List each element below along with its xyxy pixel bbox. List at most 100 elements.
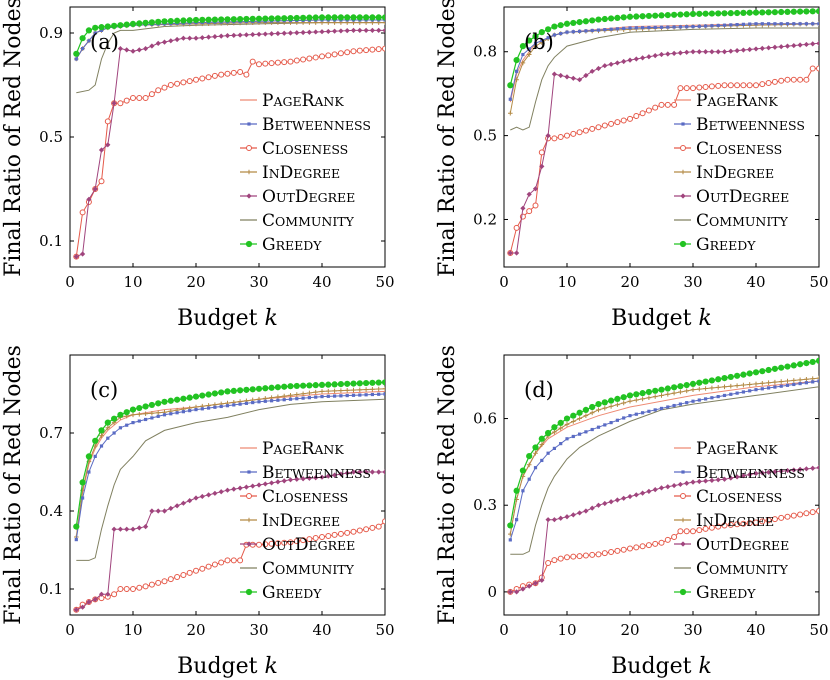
point-greedy <box>136 404 143 412</box>
point-outdegree <box>784 467 791 474</box>
point-closeness <box>186 569 193 576</box>
point-outdegree <box>696 49 702 55</box>
point-closeness <box>721 522 728 529</box>
legend-rest: N <box>703 166 714 181</box>
point-closeness <box>658 101 665 108</box>
point-closeness <box>174 574 181 581</box>
point-indegree <box>526 52 532 57</box>
point-closeness <box>633 113 640 120</box>
point-closeness <box>614 547 621 554</box>
point-betweenness <box>722 393 727 398</box>
point-closeness <box>734 82 741 89</box>
point-betweenness <box>584 430 588 434</box>
point-indegree <box>344 388 350 393</box>
point-betweenness <box>659 25 664 29</box>
point-closeness <box>595 124 602 131</box>
x-axis-label: Budget k <box>611 306 712 331</box>
point-betweenness <box>804 22 808 26</box>
point-greedy <box>778 364 785 371</box>
point-indegree <box>703 386 708 391</box>
series-greedy <box>507 8 819 89</box>
point-outdegree <box>520 586 526 592</box>
point-betweenness <box>540 38 544 43</box>
point-greedy <box>545 429 552 437</box>
point-betweenness <box>282 398 286 402</box>
point-closeness <box>142 95 149 101</box>
point-betweenness <box>276 398 280 402</box>
point-closeness <box>765 80 772 87</box>
point-indegree <box>149 410 155 416</box>
point-greedy <box>658 12 665 19</box>
point-greedy <box>205 16 212 23</box>
point-greedy <box>111 415 118 422</box>
point-betweenness <box>112 431 116 435</box>
legend-cap: D <box>729 535 743 555</box>
point-betweenness <box>351 393 356 397</box>
point-greedy <box>337 14 344 21</box>
legend-label-community: COMMUNITY <box>262 559 355 579</box>
point-closeness <box>262 541 269 548</box>
point-greedy <box>142 19 149 26</box>
point-indegree <box>816 375 819 381</box>
point-greedy <box>306 382 313 389</box>
series-greedy <box>73 379 385 530</box>
series-greedy <box>507 357 819 529</box>
point-closeness <box>344 529 351 536</box>
point-closeness <box>551 135 558 142</box>
point-greedy <box>104 23 111 30</box>
point-betweenness <box>704 24 708 28</box>
y-tick-label: 0.4 <box>39 502 63 520</box>
point-indegree <box>690 387 696 392</box>
x-axis-label: Budget k <box>177 306 278 331</box>
series-community <box>76 398 385 561</box>
point-closeness <box>557 555 564 562</box>
point-closeness <box>589 125 596 132</box>
point-closeness <box>778 77 785 84</box>
point-indegree <box>558 425 563 431</box>
point-betweenness <box>596 425 601 429</box>
point-greedy <box>532 33 539 40</box>
x-axis-label: Budget k <box>177 654 278 679</box>
point-greedy <box>199 392 206 399</box>
legend-marker-closeness <box>246 493 252 499</box>
point-outdegree <box>105 591 111 597</box>
point-betweenness <box>270 399 274 403</box>
legend-label-greedy: GREEDY <box>696 235 756 255</box>
point-greedy <box>696 10 703 17</box>
x-tick-label: 0 <box>499 273 509 291</box>
point-outdegree <box>665 51 671 57</box>
point-closeness <box>690 85 696 92</box>
point-outdegree <box>111 100 117 106</box>
point-outdegree <box>287 477 294 483</box>
point-greedy <box>73 523 80 530</box>
legend-rest: ANK <box>313 94 344 109</box>
point-greedy <box>645 388 653 396</box>
point-greedy <box>350 14 357 21</box>
point-closeness <box>180 571 187 578</box>
point-greedy <box>507 522 514 529</box>
legend-rest: AGE <box>706 442 735 457</box>
point-greedy <box>771 365 779 372</box>
point-outdegree <box>124 526 130 532</box>
point-closeness <box>608 120 615 127</box>
point-closeness <box>803 510 810 517</box>
point-greedy <box>601 15 608 23</box>
point-indegree <box>526 462 532 468</box>
point-outdegree <box>117 526 123 532</box>
point-greedy <box>318 381 326 388</box>
point-outdegree <box>281 30 287 36</box>
series-greedy <box>73 14 385 57</box>
point-closeness <box>199 565 206 572</box>
legend-marker-betweenness <box>681 470 685 474</box>
point-betweenness <box>244 401 248 405</box>
legend-marker-outdegree <box>246 193 252 199</box>
point-outdegree <box>577 510 583 516</box>
legend-marker-closeness <box>680 493 686 499</box>
point-greedy <box>797 8 804 15</box>
point-outdegree <box>313 475 319 481</box>
point-outdegree <box>677 481 683 488</box>
point-betweenness <box>219 404 223 409</box>
point-outdegree <box>180 500 186 506</box>
point-outdegree <box>92 186 98 192</box>
point-greedy <box>381 379 385 386</box>
